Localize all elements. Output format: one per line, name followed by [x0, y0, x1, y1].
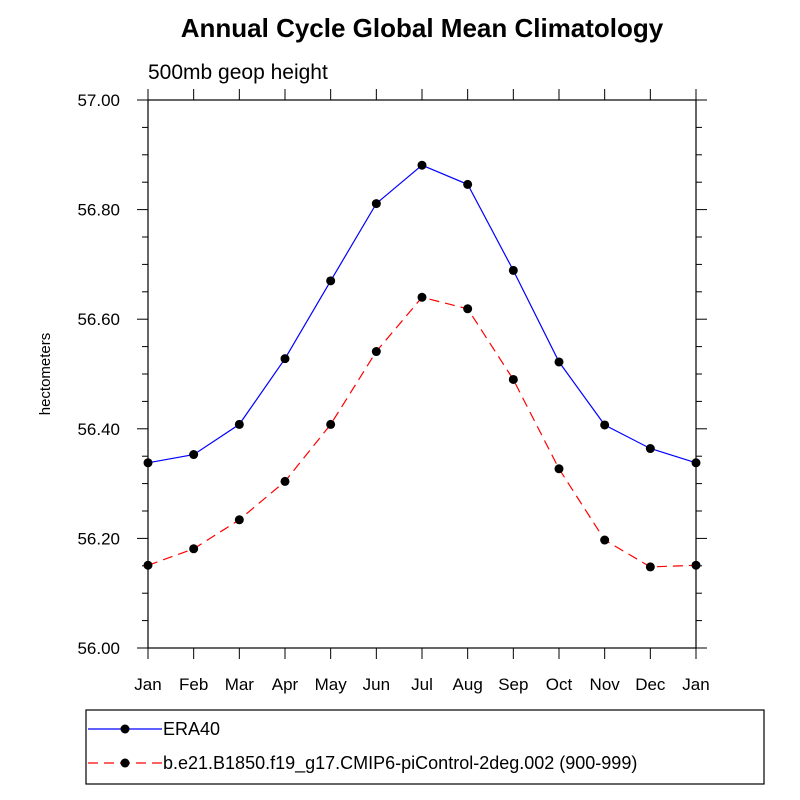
data-point-0-9 — [554, 357, 564, 367]
series-layer — [143, 160, 701, 572]
data-point-0-5 — [371, 199, 381, 209]
x-tick-label: May — [315, 675, 348, 694]
y-tick-label: 57.00 — [77, 91, 120, 110]
data-point-0-1 — [189, 450, 199, 460]
y-tick-label: 56.80 — [77, 201, 120, 220]
x-tick-label: Jan — [134, 675, 161, 694]
data-point-0-2 — [234, 419, 244, 429]
series-line-1 — [147, 296, 697, 568]
y-tick-label: 56.00 — [77, 639, 120, 658]
data-point-1-5 — [371, 347, 381, 357]
data-point-1-10 — [600, 535, 610, 545]
legend-label-cmip6: b.e21.B1850.f19_g17.CMIP6-piControl-2deg… — [163, 753, 637, 774]
data-point-1-6 — [417, 292, 427, 302]
data-point-1-11 — [645, 562, 655, 572]
legend-box — [85, 709, 765, 785]
y-tick-labels: 56.00 56.20 56.40 56.60 56.80 57.00 — [77, 91, 120, 658]
x-tick-label: Nov — [590, 675, 621, 694]
data-point-1-8 — [508, 374, 518, 384]
y-tick-label: 56.40 — [77, 420, 120, 439]
axis-ticks — [137, 89, 707, 659]
legend: ERA40 b.e21.B1850.f19_g17.CMIP6-piContro… — [85, 709, 765, 785]
x-tick-label: Jun — [363, 675, 390, 694]
data-point-1-1 — [189, 544, 199, 554]
data-point-1-9 — [554, 464, 564, 474]
legend-label-era40: ERA40 — [163, 719, 220, 739]
series-line-0 — [147, 164, 697, 464]
y-tick-label: 56.20 — [77, 529, 120, 548]
data-point-0-11 — [645, 444, 655, 454]
x-tick-label: Oct — [546, 675, 573, 694]
data-point-0-6 — [417, 160, 427, 170]
x-tick-label: Jan — [682, 675, 709, 694]
x-tick-label: Apr — [272, 675, 299, 694]
legend-marker-cmip6 — [120, 758, 130, 768]
data-point-0-10 — [600, 420, 610, 430]
data-point-0-3 — [280, 354, 290, 364]
x-tick-label: Aug — [453, 675, 483, 694]
x-tick-label: Sep — [498, 675, 528, 694]
x-tick-label: Mar — [225, 675, 255, 694]
legend-marker-era40 — [120, 724, 130, 734]
plot-frame — [147, 99, 697, 649]
data-point-0-4 — [326, 276, 336, 286]
x-tick-label: Jul — [411, 675, 433, 694]
x-tick-label: Feb — [179, 675, 208, 694]
x-tick-labels: Jan Feb Mar Apr May Jun Jul Aug Sep Oct Nov Dec Jan — [134, 675, 709, 694]
y-tick-label: 56.60 — [77, 310, 120, 329]
data-point-1-7 — [463, 304, 473, 314]
chart-title: Annual Cycle Global Mean Climatology — [181, 13, 664, 43]
data-point-1-3 — [280, 476, 290, 486]
y-axis-label: hectometers — [37, 333, 54, 416]
chart-subtitle: 500mb geop height — [148, 61, 328, 84]
data-point-0-8 — [508, 265, 518, 275]
data-point-1-2 — [234, 515, 244, 525]
x-tick-label: Dec — [635, 675, 666, 694]
data-point-0-7 — [463, 179, 473, 189]
data-point-1-4 — [326, 419, 336, 429]
